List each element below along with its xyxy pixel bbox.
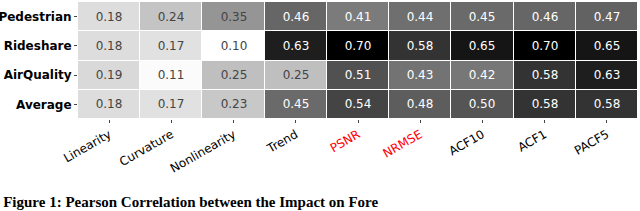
svg-text:Average: Average	[16, 98, 72, 112]
svg-text:0.43: 0.43	[407, 68, 434, 82]
svg-text:0.35: 0.35	[221, 10, 248, 24]
svg-text:NRMSE: NRMSE	[381, 127, 425, 161]
svg-text:0.10: 0.10	[221, 39, 248, 53]
svg-text:ACF10: ACF10	[447, 127, 487, 158]
svg-text:0.54: 0.54	[345, 97, 372, 111]
svg-text:0.58: 0.58	[532, 68, 559, 82]
svg-text:0.17: 0.17	[158, 39, 185, 53]
svg-text:0.65: 0.65	[594, 39, 621, 53]
svg-text:0.63: 0.63	[594, 68, 621, 82]
svg-text:0.44: 0.44	[407, 10, 434, 24]
svg-text:Nonlinearity: Nonlinearity	[168, 127, 238, 176]
svg-text:0.18: 0.18	[96, 10, 123, 24]
svg-text:ACF1: ACF1	[515, 127, 549, 155]
svg-text:0.70: 0.70	[345, 39, 372, 53]
svg-text:0.65: 0.65	[469, 39, 496, 53]
svg-text:Figure 1: Pearson Correlation: Figure 1: Pearson Correlation between th…	[3, 194, 378, 210]
svg-text:0.58: 0.58	[407, 39, 434, 53]
svg-text:0.23: 0.23	[221, 97, 248, 111]
svg-text:0.45: 0.45	[469, 10, 496, 24]
svg-text:Pedestrian: Pedestrian	[0, 10, 72, 24]
svg-text:0.18: 0.18	[96, 97, 123, 111]
svg-text:0.58: 0.58	[532, 97, 559, 111]
svg-text:Rideshare: Rideshare	[4, 39, 72, 53]
svg-text:0.45: 0.45	[283, 97, 310, 111]
svg-text:0.51: 0.51	[345, 68, 372, 82]
svg-text:0.46: 0.46	[283, 10, 310, 24]
svg-text:0.17: 0.17	[158, 97, 185, 111]
svg-text:PSNR: PSNR	[328, 127, 363, 155]
svg-text:0.50: 0.50	[469, 97, 496, 111]
svg-text:0.63: 0.63	[283, 39, 310, 53]
svg-text:AirQuality: AirQuality	[4, 68, 72, 82]
svg-text:0.58: 0.58	[594, 97, 621, 111]
svg-text:Curvature: Curvature	[117, 127, 176, 169]
svg-text:0.70: 0.70	[532, 39, 559, 53]
svg-text:0.19: 0.19	[96, 68, 123, 82]
svg-text:Trend: Trend	[264, 127, 300, 156]
svg-text:0.25: 0.25	[283, 68, 310, 82]
svg-text:0.18: 0.18	[96, 39, 123, 53]
svg-text:PACF5: PACF5	[572, 127, 611, 158]
svg-text:0.42: 0.42	[469, 68, 496, 82]
svg-text:0.48: 0.48	[407, 97, 434, 111]
svg-text:0.41: 0.41	[345, 10, 372, 24]
svg-text:0.46: 0.46	[532, 10, 559, 24]
svg-text:0.11: 0.11	[158, 68, 185, 82]
svg-text:0.47: 0.47	[594, 10, 621, 24]
svg-text:Linearity: Linearity	[61, 127, 113, 165]
svg-text:0.25: 0.25	[221, 68, 248, 82]
svg-text:0.24: 0.24	[158, 10, 185, 24]
